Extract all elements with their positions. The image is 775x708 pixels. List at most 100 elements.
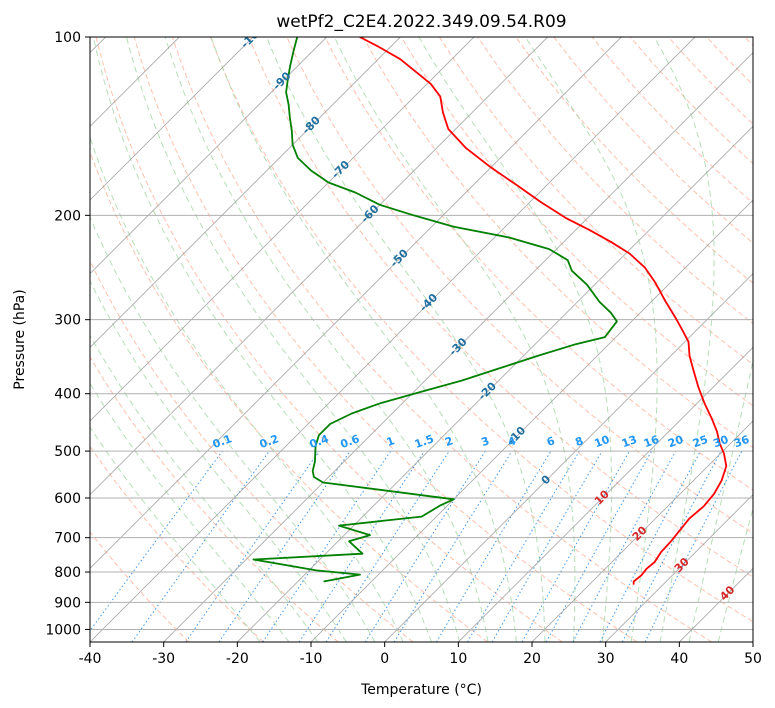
mixing-ratio-label: 36	[732, 433, 751, 451]
mixing-ratio-line	[325, 450, 450, 642]
isotherm-line	[163, 52, 753, 642]
dry-adiabat	[133, 37, 638, 642]
dry-adiabat	[248, 37, 753, 578]
isotherm-line	[310, 199, 753, 642]
moist-adiabat	[90, 215, 376, 642]
y-tick-label: 100	[54, 30, 81, 46]
dry-adiabat	[95, 37, 563, 642]
x-tick-label: 10	[449, 651, 467, 667]
dry-adiabat	[90, 531, 190, 642]
isotherm-line	[90, 37, 327, 275]
dry-adiabat	[90, 445, 264, 642]
temperature-profile	[359, 37, 728, 585]
mixing-ratio-line	[521, 450, 630, 642]
y-tick-label: 700	[54, 531, 81, 547]
mixing-ratio-label: 20	[666, 433, 685, 451]
x-tick-label: -40	[79, 651, 102, 667]
y-tick-label: 400	[54, 387, 81, 403]
x-axis-label: Temperature (°C)	[360, 682, 482, 698]
moist-adiabat	[653, 37, 715, 642]
mixing-ratio-label: 30	[711, 433, 730, 451]
x-tick-label: -20	[226, 651, 249, 667]
x-tick-label: -10	[300, 651, 323, 667]
dry-adiabat	[400, 37, 753, 407]
moist-adiabat	[126, 37, 461, 642]
mixing-ratio-line	[262, 450, 392, 642]
isotherm-line	[605, 494, 753, 642]
y-tick-label: 500	[54, 444, 81, 460]
isotherm-line	[458, 346, 753, 642]
moist-adiabat	[333, 37, 576, 642]
chart-title: wetPf2_C2E4.2022.349.09.54.R09	[276, 12, 566, 32]
y-tick-label: 800	[54, 565, 81, 581]
y-tick-label: 1000	[45, 622, 81, 638]
moist-adiabat	[688, 358, 753, 642]
mixing-ratio-label: 6	[545, 434, 557, 449]
isotherm-line	[237, 125, 753, 642]
moist-adiabat	[92, 37, 432, 642]
x-tick-label: 20	[523, 651, 541, 667]
isotherm-line	[90, 37, 475, 422]
isotherm-line	[90, 37, 548, 496]
grid-lines	[90, 37, 753, 642]
mixing-ratio-line	[545, 450, 653, 642]
x-tick-label: 0	[380, 651, 389, 667]
dry-adiabat	[90, 356, 339, 642]
y-tick-label: 900	[54, 595, 81, 611]
dewpoint-profile	[252, 37, 618, 583]
mixing-ratio-line	[572, 450, 677, 642]
mixing-ratio-line	[218, 450, 351, 642]
x-axis: -40 -30 -20 -10 0 10 20 30 40 50	[79, 642, 762, 667]
moist-adiabat	[164, 37, 489, 642]
mixing-ratio-label: 10	[593, 433, 612, 451]
moist-adiabat	[266, 37, 546, 642]
moist-adiabat	[717, 506, 753, 642]
mixing-ratio-label: 4	[506, 434, 518, 449]
y-axis: 100 200 300 400 500 600 700 800 900 1000	[45, 30, 90, 638]
background-lines	[90, 37, 753, 642]
moist-adiabat	[210, 37, 517, 642]
dry-adiabat	[171, 37, 712, 642]
mixing-ratio-label: 2	[443, 434, 455, 449]
mixing-ratio-label: 0.6	[339, 432, 362, 451]
dry-adiabat	[515, 37, 753, 284]
x-tick-label: 50	[744, 651, 762, 667]
y-tick-label: 300	[54, 313, 81, 329]
moist-adiabat	[90, 334, 319, 642]
dry-adiabat	[210, 37, 753, 623]
plot-frame	[89, 36, 754, 643]
isotherm-line	[90, 37, 622, 569]
mixing-ratio-label: 0.4	[308, 432, 331, 451]
moist-adiabat	[418, 37, 613, 642]
x-tick-label: 30	[597, 651, 615, 667]
isotherm-line	[531, 420, 753, 642]
mixing-ratio-label: 0.2	[258, 432, 281, 451]
mixing-ratio-line	[393, 450, 513, 642]
y-axis-label: Pressure (hPa)	[12, 289, 28, 389]
mixing-ratio-line	[90, 450, 223, 632]
y-tick-label: 600	[54, 491, 81, 507]
mixing-ratio-label: 3	[479, 434, 491, 449]
mixing-ratio-line	[131, 450, 270, 642]
dry-adiabat	[90, 150, 488, 642]
mixing-ratio-label: 0.1	[211, 432, 234, 451]
mixing-ratio-line	[185, 450, 320, 642]
profile-lines	[252, 37, 728, 585]
isotherm-line	[90, 37, 254, 201]
moist-adiabat	[90, 426, 261, 642]
mixing-ratio-label: 16	[642, 433, 661, 451]
mixing-ratio-label: 1.5	[413, 432, 436, 451]
moist-adiabat	[90, 135, 404, 642]
moist-adiabat	[90, 382, 290, 642]
moist-adiabat	[524, 37, 658, 642]
mixing-ratio-line	[298, 450, 425, 642]
x-tick-label: 40	[670, 651, 688, 667]
x-tick-label: -30	[152, 651, 175, 667]
mixing-ratio-label: 8	[573, 434, 585, 449]
isotherm-line	[90, 37, 401, 348]
isotherm-line	[90, 37, 696, 642]
mixing-ratio-label: 13	[620, 433, 639, 450]
mixing-ratio-label: 1	[385, 434, 397, 449]
